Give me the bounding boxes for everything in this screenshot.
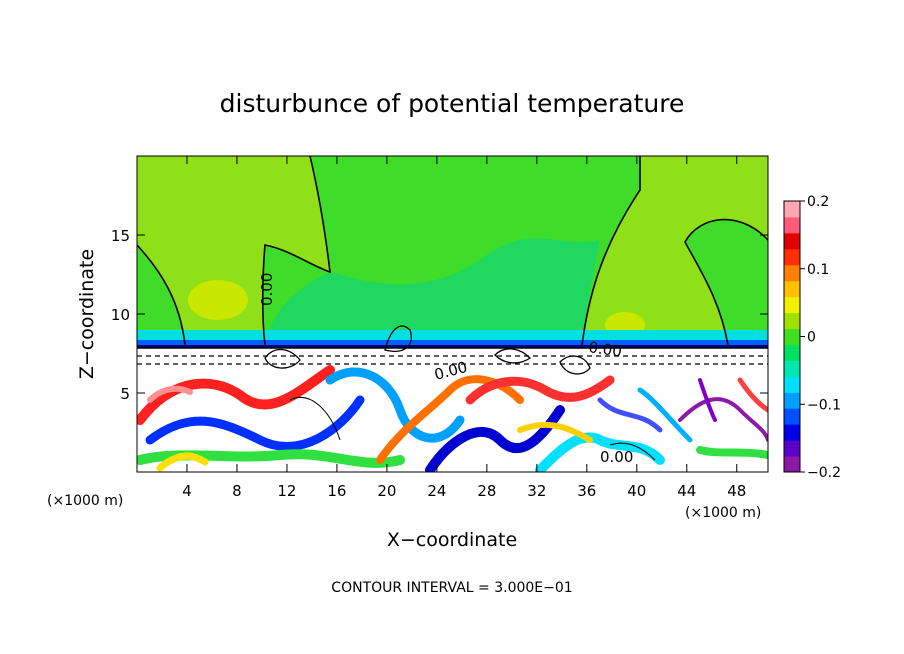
x-tick-label: 8 — [232, 482, 242, 500]
x-tick-label: 36 — [577, 482, 596, 500]
colorbar-swatch — [784, 344, 800, 361]
colorbar-swatch — [784, 216, 800, 234]
colorbar-swatch — [784, 424, 800, 441]
inversion-band-cyan — [137, 330, 768, 340]
x-axis-unit-right: (×1000 m) — [685, 505, 761, 521]
x-axis-unit-left: (×1000 m) — [47, 493, 123, 509]
colorbar-swatch — [784, 360, 800, 377]
colorbar-swatch — [784, 296, 800, 314]
contour-interval-note: CONTOUR INTERVAL = 3.000E−01 — [331, 580, 572, 596]
colorbar-swatch — [784, 456, 800, 473]
colorbar-swatch — [784, 440, 800, 457]
x-tick-label: 28 — [477, 482, 496, 500]
colorbar-swatch — [784, 280, 800, 298]
warm-core-left — [188, 280, 248, 320]
contour-label-1: 0.00 — [258, 273, 276, 306]
colorbar-swatch — [784, 248, 800, 266]
x-tick-label: 20 — [377, 482, 396, 500]
colorbar-tick-label: 0.1 — [807, 262, 829, 278]
colorbar-swatch — [784, 312, 800, 330]
x-axis-label: X−coordinate — [387, 529, 517, 551]
x-tick-label: 16 — [327, 482, 346, 500]
colorbar-swatch — [784, 408, 800, 425]
x-tick-label: 24 — [427, 482, 446, 500]
x-tick-label: 12 — [277, 482, 296, 500]
colorbar-swatch — [784, 201, 800, 218]
warm-plume-right — [582, 156, 768, 345]
cool-band-center — [265, 238, 600, 345]
x-tick-label: 40 — [627, 482, 646, 500]
colorbar: 0.2 0.1 0 −0.1 −0.2 — [783, 194, 841, 481]
contour-label-4: 0.00 — [600, 448, 633, 466]
x-tick-label: 44 — [677, 482, 696, 500]
plot-area — [137, 156, 768, 472]
colorbar-tick-label: −0.1 — [807, 397, 841, 413]
chart-title: disturbunce of potential temperature — [220, 89, 685, 118]
y-axis: 5 10 15 — [111, 227, 768, 403]
colorbar-swatch — [784, 264, 800, 282]
warm-plume-left — [137, 156, 330, 345]
y-tick-label: 10 — [111, 306, 130, 324]
colorbar-tick-label: 0 — [807, 330, 816, 346]
colorbar-swatch — [784, 232, 800, 250]
contour-lines — [137, 156, 768, 461]
y-tick-label: 5 — [120, 385, 130, 403]
colorbar-tick-label: −0.2 — [807, 465, 841, 481]
inversion-band-black — [137, 345, 768, 348]
x-tick-label: 48 — [727, 482, 746, 500]
x-tick-label: 32 — [527, 482, 546, 500]
contour-label-2: 0.00 — [587, 338, 623, 360]
colorbar-swatch — [784, 392, 800, 409]
x-axis: 4 8 12 16 20 24 28 32 36 40 44 48 — [182, 156, 746, 500]
colorbar-swatch — [784, 328, 800, 345]
y-tick-label: 15 — [111, 227, 130, 245]
colorbar-tick-label: 0.2 — [807, 194, 829, 210]
y-axis-label: Z−coordinate — [76, 249, 98, 379]
x-tick-label: 4 — [182, 482, 192, 500]
colorbar-swatch — [784, 376, 800, 393]
inversion-band-blue — [137, 340, 768, 345]
turbulent-eddies — [137, 365, 768, 472]
